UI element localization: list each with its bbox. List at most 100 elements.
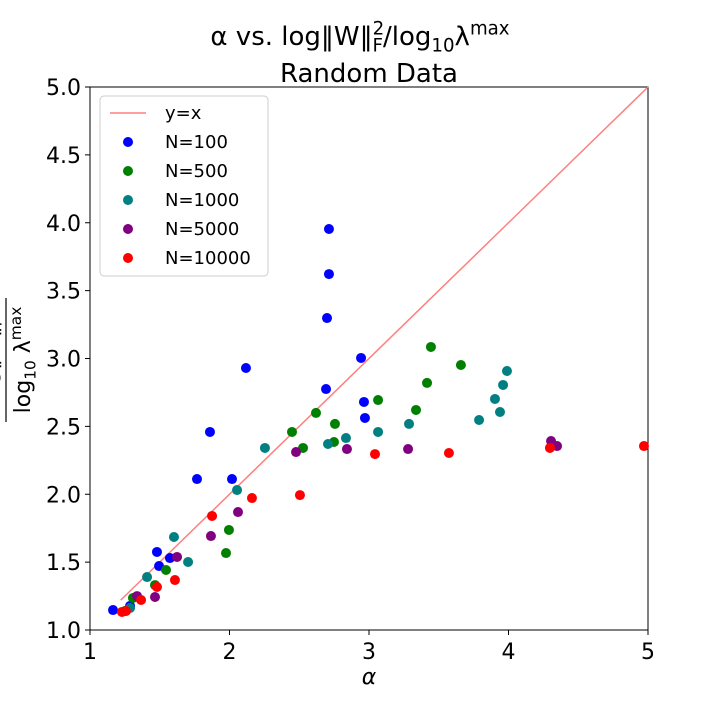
point: [422, 377, 433, 388]
point: [474, 414, 485, 425]
point: [207, 510, 218, 521]
y-tick-label: 2.5: [46, 415, 81, 440]
point: [373, 395, 384, 406]
point: [151, 546, 162, 557]
legend-label: N=5000: [165, 219, 239, 240]
point: [227, 474, 238, 485]
point: [323, 269, 334, 280]
point: [404, 418, 415, 429]
point: [489, 393, 500, 404]
legend-marker: [123, 224, 133, 234]
text-part: α vs. log‖W‖: [210, 22, 372, 52]
point: [322, 313, 333, 324]
x-axis-label: α: [362, 665, 377, 690]
point: [161, 564, 172, 575]
x-tick-label: 3: [362, 640, 376, 665]
point: [358, 396, 369, 407]
point: [341, 444, 352, 455]
point: [455, 360, 466, 371]
point: [191, 474, 202, 485]
point: [221, 548, 232, 559]
point: [120, 605, 131, 616]
point: [108, 605, 119, 616]
text-part: 10: [22, 360, 40, 380]
y-tick-label: 3.0: [46, 348, 81, 373]
point: [321, 384, 332, 395]
point: [142, 572, 153, 583]
text-part: max: [470, 19, 510, 40]
legend-label: N=1000: [165, 190, 239, 211]
point: [150, 592, 161, 603]
point: [403, 444, 414, 455]
point: [204, 426, 215, 437]
text-part: F: [373, 36, 383, 57]
text-part: max: [7, 307, 25, 341]
point: [501, 365, 512, 376]
point: [443, 447, 454, 458]
point: [373, 426, 384, 437]
legend-marker: [123, 195, 133, 205]
y-axis-label: log‖W‖2Flog10 λmax: [0, 298, 40, 422]
text-part: λ: [455, 22, 470, 52]
y-tick-label: 5.0: [46, 76, 81, 101]
point: [340, 433, 351, 444]
x-tick-label: 1: [83, 640, 97, 665]
legend-box: [99, 95, 269, 277]
text-part: 10: [431, 36, 454, 57]
legend-label: N=10000: [165, 248, 251, 269]
point: [223, 524, 234, 535]
point: [638, 441, 649, 452]
point: [246, 493, 257, 504]
point: [240, 363, 251, 374]
point: [233, 507, 244, 518]
point: [259, 442, 270, 453]
legend-label: y=x: [165, 103, 202, 124]
point: [232, 485, 243, 496]
point: [136, 594, 147, 605]
point: [329, 418, 340, 429]
point: [425, 341, 436, 352]
point: [369, 449, 380, 460]
point: [310, 407, 321, 418]
point: [494, 406, 505, 417]
text-part: /log: [383, 22, 431, 52]
text-part: λ: [11, 340, 36, 360]
point: [172, 551, 183, 562]
legend-label: N=500: [165, 161, 228, 182]
y-tick-label: 4.0: [46, 212, 81, 237]
point: [169, 575, 180, 586]
x-tick-label: 5: [641, 640, 655, 665]
y-tick-label: 1.5: [46, 551, 81, 576]
point: [286, 426, 297, 437]
point: [151, 581, 162, 592]
x-tick-label: 4: [502, 640, 516, 665]
point: [183, 556, 194, 567]
y-tick-label: 3.5: [46, 280, 81, 305]
point: [323, 223, 334, 234]
point: [205, 531, 216, 542]
legend-marker: [123, 253, 133, 263]
point: [359, 412, 370, 423]
text-part: log: [11, 380, 36, 414]
point: [168, 532, 179, 543]
point: [291, 447, 302, 458]
text-part: F: [0, 317, 6, 326]
point: [322, 439, 333, 450]
point: [544, 442, 555, 453]
y-tick-label: 1.0: [46, 619, 81, 644]
point: [411, 404, 422, 415]
text-part: 2: [373, 19, 385, 40]
y-tick-label: 2.0: [46, 483, 81, 508]
text-part: log‖W‖: [0, 326, 2, 403]
legend-label: N=100: [165, 132, 228, 153]
chart-title: α vs. log‖W‖2 F/log10λmax: [210, 19, 509, 57]
legend-marker: [123, 137, 133, 147]
y-tick-label: 4.5: [46, 144, 81, 169]
point: [356, 352, 367, 363]
point: [294, 490, 305, 501]
y-label-numerator: log‖W‖2F: [0, 316, 6, 403]
y-label-denominator: log10 λmax: [7, 307, 39, 414]
legend-marker: [123, 166, 133, 176]
